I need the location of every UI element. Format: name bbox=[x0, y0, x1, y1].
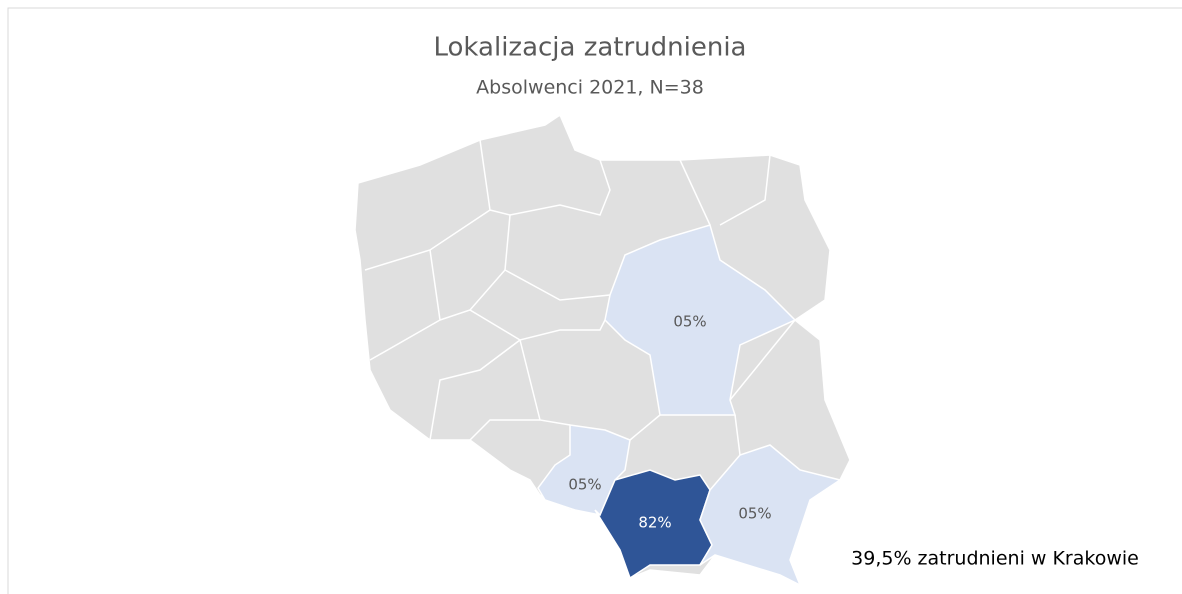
annotation: 39,5% zatrudnieni w Krakowie bbox=[851, 548, 1139, 570]
data-label: 05% bbox=[673, 313, 706, 331]
data-label: 05% bbox=[568, 476, 601, 494]
chart-subtitle: Absolwenci 2021, N=38 bbox=[476, 77, 704, 99]
data-label: 05% bbox=[738, 505, 771, 523]
region-borders bbox=[364, 139, 796, 456]
region bbox=[537, 424, 631, 516]
region bbox=[604, 224, 797, 416]
data-label: 82% bbox=[638, 514, 671, 532]
frame bbox=[7, 7, 1182, 594]
chart-title: Lokalizacja zatrudnienia bbox=[434, 33, 747, 63]
region bbox=[699, 444, 842, 587]
